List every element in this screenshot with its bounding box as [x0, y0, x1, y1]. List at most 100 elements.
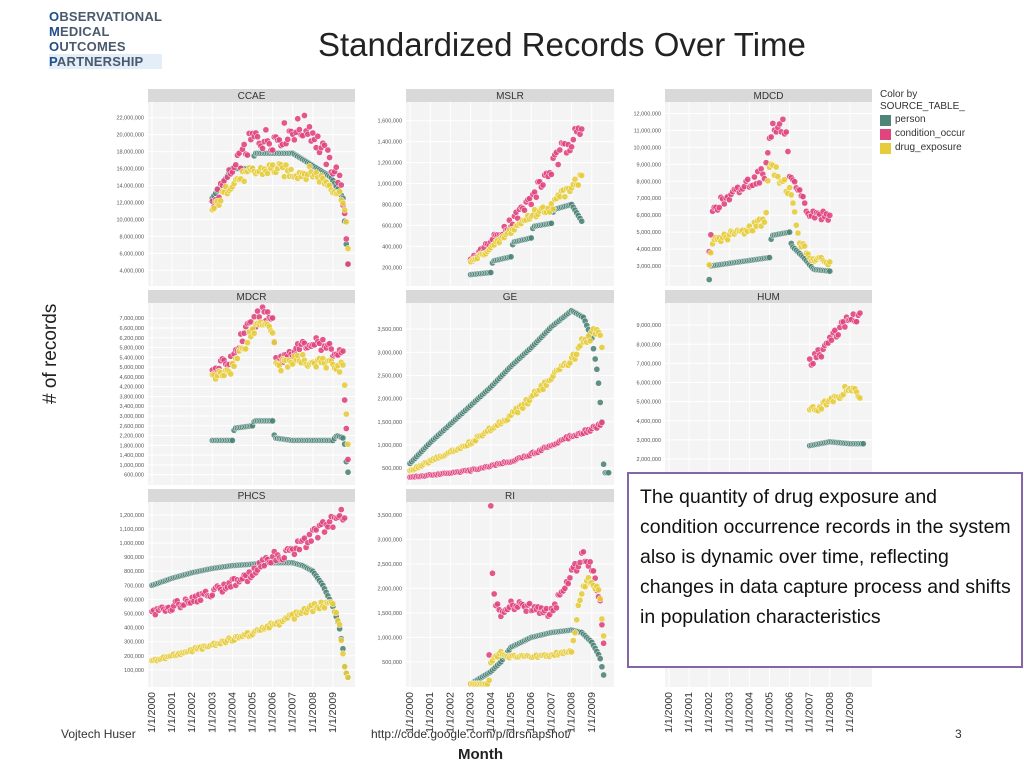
data-point	[291, 550, 298, 558]
data-point	[337, 637, 345, 644]
data-point	[197, 596, 204, 604]
y-tick-label: 1,500,000	[378, 420, 402, 426]
data-point	[336, 368, 343, 376]
facet-panel: MSLR 1,600,000 1,400,000 1,200,000 1,000,000…	[378, 89, 614, 286]
x-tick-label: 1/1/2003	[206, 692, 218, 733]
series-person	[208, 417, 352, 476]
data-point	[269, 329, 276, 337]
facet-strip	[148, 290, 355, 303]
data-point	[342, 425, 350, 432]
facet-strip	[406, 290, 614, 303]
data-point	[312, 363, 320, 371]
data-point	[307, 537, 315, 545]
x-tick-label: 1/1/2000	[663, 692, 675, 733]
data-point	[329, 600, 337, 608]
facet-panel: HUM 9,000,000 8,000,000 7,000,000 6,000,000 5…	[637, 290, 872, 485]
x-tick-label: 1/1/2004	[743, 692, 755, 733]
footer-author: Vojtech Huser	[61, 727, 136, 741]
x-tick-label: 1/1/2006	[267, 692, 279, 733]
y-tick-label: 600,000	[382, 223, 402, 229]
y-tick-label: 10,000,000	[633, 145, 661, 151]
facet-strip	[665, 290, 872, 303]
data-point	[336, 188, 343, 195]
y-tick-label: 9,000,000	[637, 162, 661, 168]
y-tick-label: 4,200,000	[120, 385, 144, 391]
data-point	[344, 245, 352, 252]
data-point	[789, 199, 797, 207]
series-drug_exposure	[705, 160, 834, 269]
y-tick-label: 200,000	[124, 654, 144, 660]
x-tick-label: 1/1/2001	[424, 692, 436, 733]
x-tick-label: 1/1/2007	[804, 692, 816, 733]
y-tick-label: 3,000,000	[637, 264, 661, 270]
data-point	[598, 344, 606, 351]
data-point	[322, 364, 330, 372]
x-tick-label: 1/1/2008	[824, 692, 836, 733]
data-point	[761, 218, 768, 226]
data-point	[586, 558, 594, 566]
data-point	[598, 621, 606, 629]
data-point	[548, 219, 555, 227]
footer-url[interactable]: http://code.google.com/p/idrsnapshot/	[371, 727, 572, 741]
series-person	[806, 438, 867, 450]
data-point	[720, 200, 728, 208]
legend-swatch	[880, 128, 891, 140]
data-point	[342, 410, 350, 418]
data-point	[259, 145, 266, 152]
y-tick-label: 3,800,000	[120, 394, 144, 400]
y-tick-label: 600,000	[124, 597, 144, 603]
data-point	[280, 119, 288, 127]
y-tick-label: 6,000,000	[637, 213, 661, 219]
y-tick-label: 600,000	[124, 473, 144, 479]
x-tick-label: 1/1/2000	[146, 692, 158, 733]
data-point	[831, 327, 839, 334]
x-tick-label: 1/1/2003	[723, 692, 735, 733]
data-point	[341, 381, 348, 389]
data-point	[705, 261, 713, 269]
data-point	[553, 604, 560, 612]
series-condition_occur	[467, 502, 607, 688]
data-point	[277, 367, 285, 375]
data-point	[227, 370, 235, 378]
y-tick-label: 3,000,000	[637, 438, 661, 444]
y-tick-label: 7,000,000	[637, 361, 661, 367]
data-point	[744, 176, 752, 183]
series-condition_occur	[705, 115, 834, 256]
data-point	[569, 136, 577, 143]
series-condition_occur	[208, 112, 352, 268]
x-tick-label: 1/1/2004	[485, 692, 497, 733]
y-tick-label: 14,000,000	[116, 184, 144, 190]
y-tick-label: 1,500,000	[378, 611, 402, 617]
facet-strip	[148, 89, 355, 102]
data-point	[578, 172, 586, 179]
facet-panel: MDCR 7,000,000 6,600,000 6,200,000 5,800,000…	[120, 290, 355, 485]
facet-title: GE	[503, 292, 518, 303]
y-tick-label: 3,400,000	[120, 404, 144, 410]
data-point	[229, 437, 236, 444]
x-tick-label: 1/1/2005	[764, 692, 776, 733]
data-point	[578, 590, 586, 598]
data-point	[772, 163, 780, 171]
data-point	[282, 161, 290, 169]
data-point	[262, 126, 270, 134]
data-point	[344, 456, 352, 463]
facet-panel: GE 3,500,000 3,000,000 2,500,000 2,000,000 1,…	[378, 290, 614, 485]
data-point	[576, 597, 584, 604]
data-point	[707, 231, 715, 239]
data-point	[853, 318, 860, 326]
page-number: 3	[955, 727, 962, 741]
x-tick-label: 1/1/2009	[844, 692, 856, 733]
facet-title: HUM	[757, 292, 780, 303]
data-point	[507, 253, 515, 261]
data-point	[269, 161, 276, 169]
data-point	[306, 123, 313, 131]
y-tick-label: 1,400,000	[120, 453, 144, 459]
legend-entry: condition_occur	[880, 127, 965, 141]
y-tick-label: 1,400,000	[378, 140, 402, 146]
ohop-logo: OBSERVATIONAL MEDICAL OUTCOMES PARTNERSHIP	[49, 9, 163, 69]
data-point	[489, 569, 496, 577]
data-point	[269, 417, 276, 425]
data-point	[344, 674, 352, 681]
logo-line: MEDICAL	[49, 24, 110, 39]
data-point	[769, 120, 777, 127]
